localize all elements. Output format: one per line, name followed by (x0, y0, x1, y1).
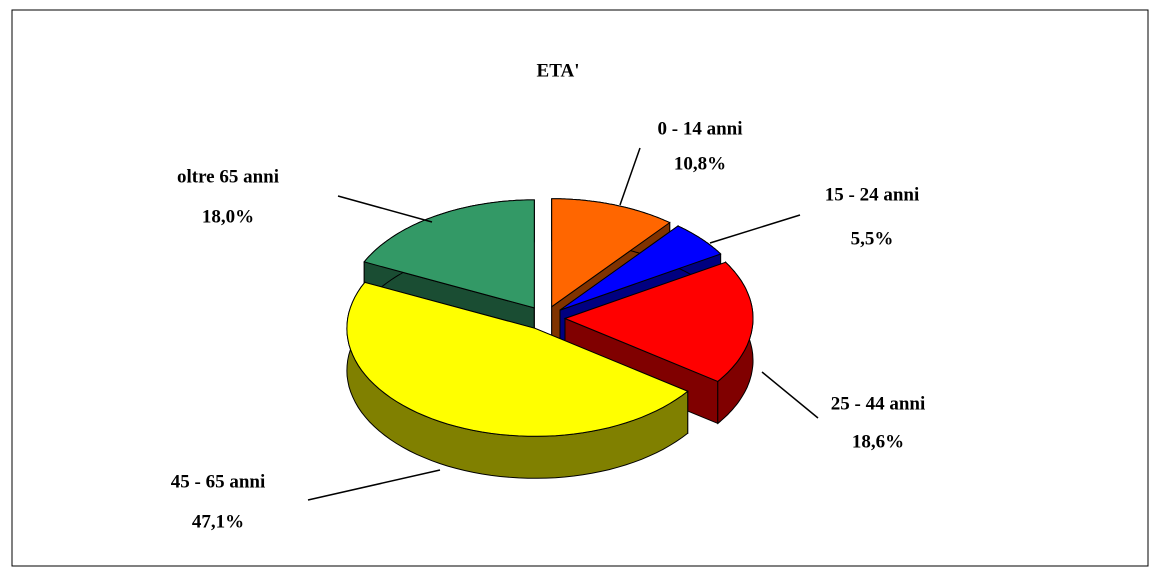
slice-label: oltre 65 anni (177, 166, 279, 187)
value-label: 18,0% (202, 206, 254, 227)
slice (363, 199, 535, 309)
value-label: 5,5% (851, 228, 894, 249)
slice (563, 261, 754, 382)
value-label: 10,8% (674, 153, 726, 174)
leader-line (709, 214, 801, 244)
pie (346, 198, 754, 479)
leader-line (337, 195, 433, 223)
leader-line (761, 371, 819, 419)
slice-label: 45 - 65 anni (171, 471, 266, 492)
slice (551, 198, 671, 308)
slice (559, 225, 722, 311)
chart-title: ETA' (537, 60, 580, 81)
value-label: 18,6% (852, 431, 904, 452)
leader-line (307, 469, 441, 501)
slice-label: 15 - 24 anni (825, 184, 920, 205)
leader-line (619, 147, 641, 206)
slice-label: 0 - 14 anni (658, 118, 743, 139)
slice (346, 281, 689, 437)
slice-label: 25 - 44 anni (831, 393, 926, 414)
value-label: 47,1% (192, 511, 244, 532)
